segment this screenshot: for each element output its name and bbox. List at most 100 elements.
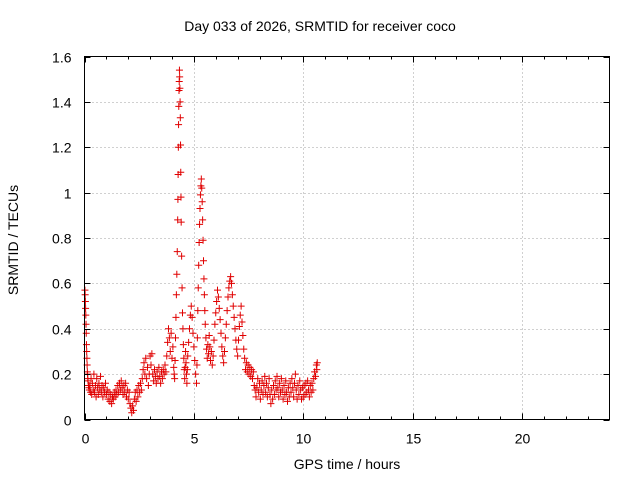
data-point [276,379,284,387]
data-point [175,102,183,110]
data-point [294,381,302,389]
data-point [269,395,277,403]
y-tick-label: 0.2 [52,367,72,383]
data-point [201,320,209,328]
data-point [82,320,90,328]
data-point [182,347,190,355]
data-point [139,366,147,374]
data-point [177,218,185,226]
y-tick-label: 0.8 [52,231,72,247]
data-point [253,384,261,392]
data-point [176,73,184,81]
data-point [198,184,206,192]
data-point [273,372,281,380]
data-point [182,359,190,367]
data-point [236,311,244,319]
data-point [282,377,290,385]
data-point [140,359,148,367]
axis-ticks: 0 0.2 0.4 0.6 0.8 1 1.2 1.4 1.6 0 5 10 15 20 [52,50,610,447]
data-point [265,375,273,383]
data-point [249,368,257,376]
data-point [212,309,220,317]
data-point [171,375,179,383]
data-point [184,352,192,360]
data-point [148,350,156,358]
data-point [165,325,172,333]
data-point [122,379,130,387]
data-point [164,338,172,346]
data-point [224,293,232,301]
data-point [134,393,142,401]
data-point [197,175,205,183]
data-point [198,198,206,206]
data-point [194,284,202,292]
data-point [262,388,270,396]
data-point [207,357,214,365]
data-point [199,236,207,244]
data-point [261,372,269,380]
data-point [102,379,109,387]
data-point [200,257,207,265]
data-point [228,279,235,287]
data-point [205,332,213,340]
data-point [296,377,304,385]
data-point [132,397,140,405]
data-point [238,318,246,326]
data-point [228,291,236,299]
data-point [176,98,184,106]
data-point [218,343,226,351]
data-point [267,400,275,408]
data-point [291,370,299,378]
data-point [210,336,218,344]
data-point [277,375,285,383]
y-tick-label: 0.6 [52,276,72,292]
data-point [211,320,219,328]
data-point [188,313,196,321]
data-point [177,193,185,201]
data-point [108,400,116,408]
x-tick-label: 10 [296,431,312,447]
data-point [288,375,296,383]
data-point [229,302,237,310]
data-point [235,322,243,330]
data-point [173,270,181,278]
data-point [252,393,260,401]
data-point [179,309,186,317]
data-point [179,325,187,333]
data-point [137,386,145,394]
data-point [172,334,179,342]
data-point [214,286,221,294]
data-point [185,338,193,346]
y-tick-label: 1.6 [52,50,72,66]
data-point [270,381,277,389]
data-point [195,261,203,269]
y-tick-label: 1 [64,186,72,202]
data-point [93,375,101,383]
data-point [176,114,184,122]
data-point [305,393,313,401]
data-point [166,347,174,355]
data-point [163,352,171,360]
data-point [161,361,169,369]
data-point [175,121,183,129]
data-point [234,352,242,360]
data-point [193,361,201,369]
data-point [183,366,191,374]
data-point [142,354,150,362]
data-point [176,84,184,92]
y-tick-label: 0.4 [52,322,72,338]
data-point [216,316,224,324]
data-point [237,302,245,310]
chart-title: Day 033 of 2026, SRMTID for receiver coc… [184,18,456,34]
data-point [235,336,242,344]
data-point [183,379,191,387]
data-point [182,370,190,378]
data-point [190,343,198,351]
data-point [193,334,201,342]
x-tick-label: 0 [82,431,90,447]
data-point [96,372,104,380]
data-point [169,343,177,351]
data-point [220,359,228,367]
data-point [240,345,248,353]
